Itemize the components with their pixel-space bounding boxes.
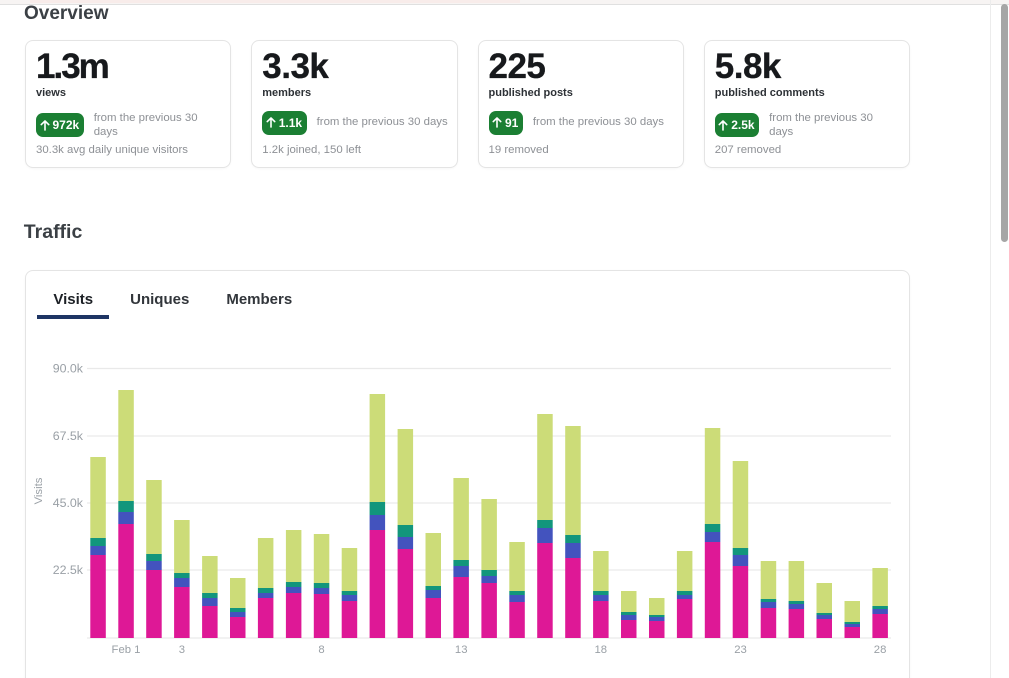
svg-text:8: 8 — [318, 644, 324, 656]
svg-text:Visits: Visits — [33, 477, 45, 504]
svg-text:18: 18 — [595, 644, 608, 656]
svg-text:23: 23 — [734, 644, 747, 656]
svg-text:45.0k: 45.0k — [53, 496, 84, 510]
svg-text:67.5k: 67.5k — [53, 429, 84, 443]
svg-text:22.5k: 22.5k — [53, 563, 84, 577]
svg-text:90.0k: 90.0k — [53, 362, 84, 376]
svg-text:28: 28 — [874, 644, 887, 656]
svg-text:13: 13 — [455, 644, 468, 656]
svg-text:Feb 1: Feb 1 — [112, 644, 141, 656]
svg-text:3: 3 — [179, 644, 185, 656]
